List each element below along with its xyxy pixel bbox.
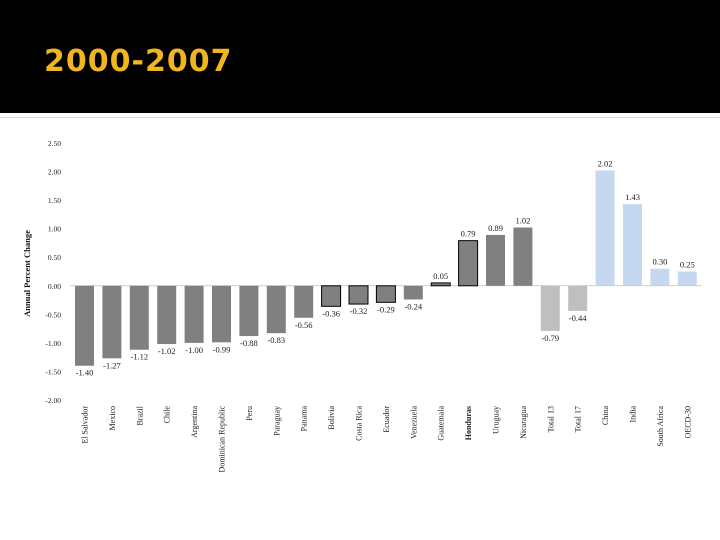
category-label: Uruguay bbox=[492, 406, 501, 434]
category-label: Dominican Republic bbox=[218, 406, 227, 473]
bar bbox=[75, 285, 94, 366]
data-label: -0.44 bbox=[569, 313, 587, 323]
y-tick-label: -0.50 bbox=[45, 310, 61, 319]
bar bbox=[239, 285, 259, 337]
data-label: -0.99 bbox=[213, 344, 231, 354]
data-label: 1.02 bbox=[515, 216, 530, 226]
bar bbox=[540, 285, 560, 331]
bar bbox=[157, 285, 177, 345]
category-label: El Salvador bbox=[81, 406, 90, 444]
category-label: Argentina bbox=[190, 406, 199, 438]
bar bbox=[595, 170, 615, 286]
category-label: Total 17 bbox=[574, 406, 583, 432]
data-label: 2.02 bbox=[598, 158, 613, 168]
bar bbox=[266, 285, 286, 334]
data-label: -1.12 bbox=[130, 352, 148, 362]
category-label: Brazil bbox=[135, 405, 144, 425]
data-label: -1.27 bbox=[103, 360, 121, 370]
y-tick-label: 2.00 bbox=[48, 168, 61, 177]
data-label: -0.56 bbox=[295, 320, 313, 330]
data-label: -0.24 bbox=[404, 301, 422, 311]
bar bbox=[486, 234, 505, 286]
bar bbox=[184, 285, 204, 343]
data-label: -0.79 bbox=[541, 333, 559, 343]
bar bbox=[102, 285, 122, 359]
data-label: 0.89 bbox=[488, 223, 503, 233]
bar bbox=[430, 282, 451, 287]
y-tick-label: 2.50 bbox=[48, 139, 61, 148]
category-label: Panama bbox=[300, 406, 309, 432]
category-label: Chile bbox=[163, 406, 172, 424]
y-axis-title: Annual Percent Change bbox=[22, 230, 32, 317]
y-tick-label: -1.00 bbox=[45, 339, 61, 348]
bar bbox=[129, 285, 149, 350]
category-label: Honduras bbox=[464, 406, 473, 440]
category-label: Total 13 bbox=[546, 406, 555, 432]
bar bbox=[623, 204, 642, 286]
bar bbox=[212, 285, 231, 343]
data-label: 0.79 bbox=[461, 229, 476, 239]
bar bbox=[375, 285, 396, 303]
category-label: Venezuela bbox=[409, 406, 418, 439]
slide-header: 2000-2007 bbox=[0, 0, 720, 113]
bar bbox=[403, 285, 423, 300]
data-label: -1.00 bbox=[185, 345, 203, 355]
category-label: Paraguay bbox=[272, 406, 281, 436]
category-label: Mexico bbox=[108, 406, 117, 430]
data-label: -0.36 bbox=[322, 308, 340, 318]
y-tick-label: 0.00 bbox=[48, 282, 61, 291]
panel-top-border bbox=[0, 117, 720, 118]
y-tick-label: 1.00 bbox=[48, 225, 61, 234]
y-tick-label: -1.50 bbox=[45, 367, 61, 376]
y-tick-label: -2.00 bbox=[45, 396, 61, 405]
category-label: China bbox=[601, 406, 610, 426]
data-label: -0.88 bbox=[240, 338, 258, 348]
bar bbox=[568, 285, 588, 311]
data-label: -0.32 bbox=[350, 306, 368, 316]
bar bbox=[677, 271, 697, 286]
data-label: 0.05 bbox=[433, 271, 448, 281]
data-label: -0.29 bbox=[377, 304, 395, 314]
data-label: 1.43 bbox=[625, 192, 640, 202]
data-label: -1.40 bbox=[76, 368, 94, 378]
bar bbox=[458, 240, 479, 287]
slide-title: 2000-2007 bbox=[44, 44, 233, 79]
bar bbox=[321, 285, 342, 307]
bar bbox=[513, 227, 533, 286]
category-label: Nicaragua bbox=[519, 406, 528, 439]
category-label: Bolivia bbox=[327, 406, 336, 430]
category-label: Guatemala bbox=[437, 406, 446, 441]
category-label: India bbox=[629, 406, 638, 423]
category-label: Ecuador bbox=[382, 406, 391, 433]
category-label: Peru bbox=[245, 406, 254, 421]
category-label: OECD-30 bbox=[683, 406, 692, 438]
bar bbox=[294, 285, 314, 318]
data-label: 0.30 bbox=[652, 257, 667, 267]
data-label: -1.02 bbox=[158, 346, 176, 356]
bar bbox=[348, 285, 369, 305]
category-label: Costa Rica bbox=[355, 406, 364, 441]
bar bbox=[650, 268, 670, 286]
y-tick-label: 1.50 bbox=[48, 196, 61, 205]
data-label: -0.83 bbox=[267, 335, 285, 345]
data-label: 0.25 bbox=[680, 260, 695, 270]
y-tick-label: 0.50 bbox=[48, 253, 61, 262]
category-label: South Africa bbox=[656, 406, 665, 447]
